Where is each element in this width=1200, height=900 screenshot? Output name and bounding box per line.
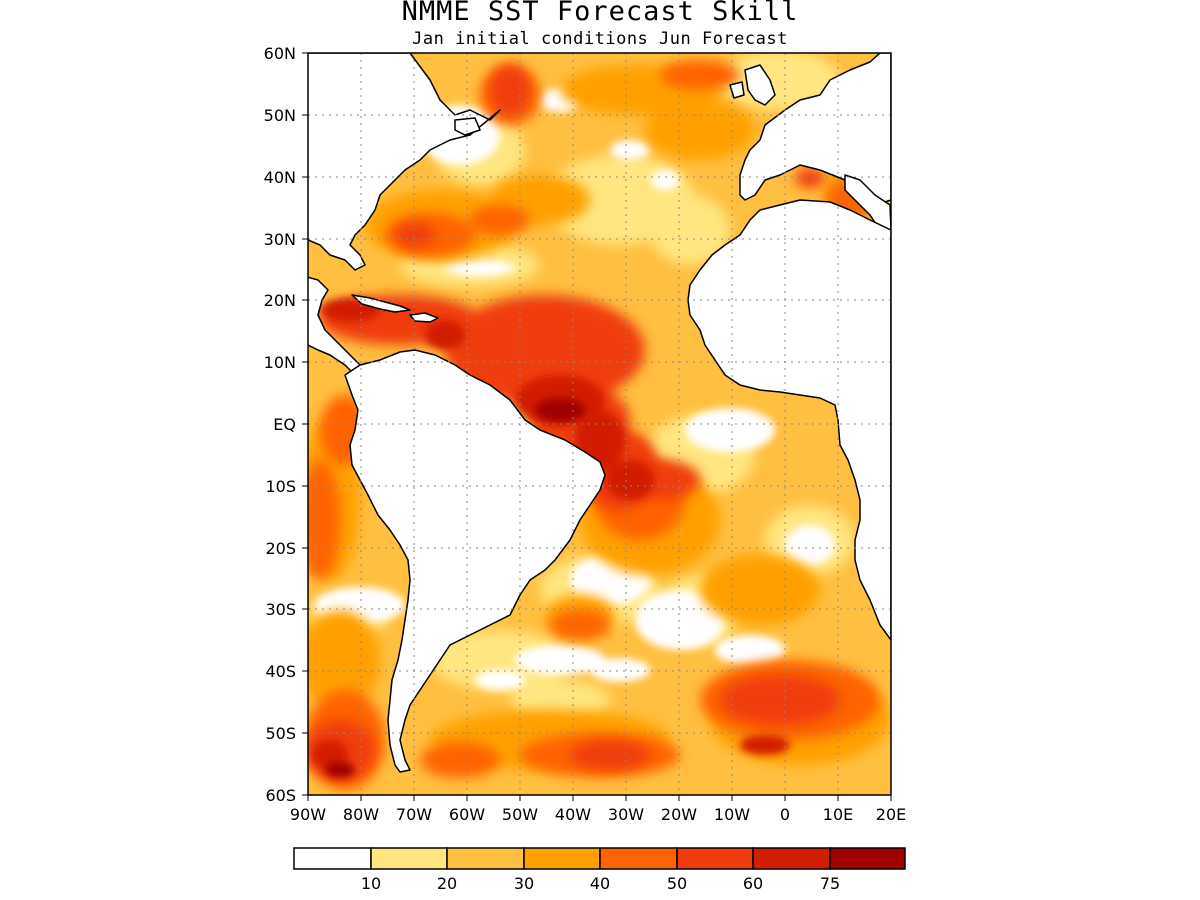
central-america-land [308,276,361,376]
great-britain-land [744,64,776,106]
colorbar-swatch [446,847,525,870]
lon-label: 30W [608,805,644,824]
lon-label: 40W [555,805,591,824]
lat-label: 30N [264,230,296,249]
lon-label: 50W [502,805,538,824]
lon-label: 10E [823,805,853,824]
lon-label: 10W [714,805,750,824]
cuba-land [351,294,411,313]
north-america-land [308,53,501,271]
colorbar-swatch [752,847,831,870]
lat-label: 60S [265,786,296,805]
newfoundland-land [454,117,481,136]
latitude-labels: 60N 50N 40N 30N 20N 10N EQ 10S 20S 30S 4… [264,44,296,805]
colorbar-labels: 10 20 30 40 50 60 75 [361,874,840,893]
colorbar-swatch [293,847,372,870]
colorbar-swatch [829,847,906,870]
colorbar-swatch [676,847,754,870]
colorbar-label: 75 [820,874,840,893]
colorbar-label: 40 [590,874,610,893]
colorbar-swatch [523,847,601,870]
skill-field [308,53,891,795]
map-subtitle: Jan initial conditions Jun Forecast [412,29,788,49]
lat-label: 50S [265,724,296,743]
lat-label: 10N [264,353,296,372]
colorbar-swatch [370,847,448,870]
lat-label: 10S [265,477,296,496]
map-title: NMME SST Forecast Skill [401,0,799,27]
lon-label: 20E [876,805,906,824]
lon-label: 90W [290,805,326,824]
colorbar-label: 20 [437,874,457,893]
lat-label: EQ [273,415,296,434]
ireland-land [729,81,745,99]
tick-marks [302,52,892,801]
colorbar-label: 30 [514,874,534,893]
colorbar-swatch [599,847,678,870]
lon-label: 70W [396,805,432,824]
lon-label: 20W [661,805,697,824]
south-america-land [344,349,606,773]
lat-label: 20S [265,539,296,558]
lat-label: 40S [265,662,296,681]
lat-label: 60N [264,44,296,63]
colorbar [293,847,906,870]
africa-land [687,199,891,641]
colorbar-label: 60 [743,874,763,893]
lon-label: 0 [780,805,790,824]
lat-label: 30S [265,600,296,619]
longitude-labels: 90W 80W 70W 60W 50W 40W 30W 20W 10W 0 10… [290,805,906,824]
lon-label: 80W [343,805,379,824]
lon-label: 60W [449,805,485,824]
lat-label: 50N [264,106,296,125]
grid-lines [308,53,891,795]
skill-level-0-10 [315,88,835,690]
lat-label: 40N [264,168,296,187]
colorbar-label: 10 [361,874,381,893]
lat-label: 20N [264,291,296,310]
colorbar-label: 50 [667,874,687,893]
